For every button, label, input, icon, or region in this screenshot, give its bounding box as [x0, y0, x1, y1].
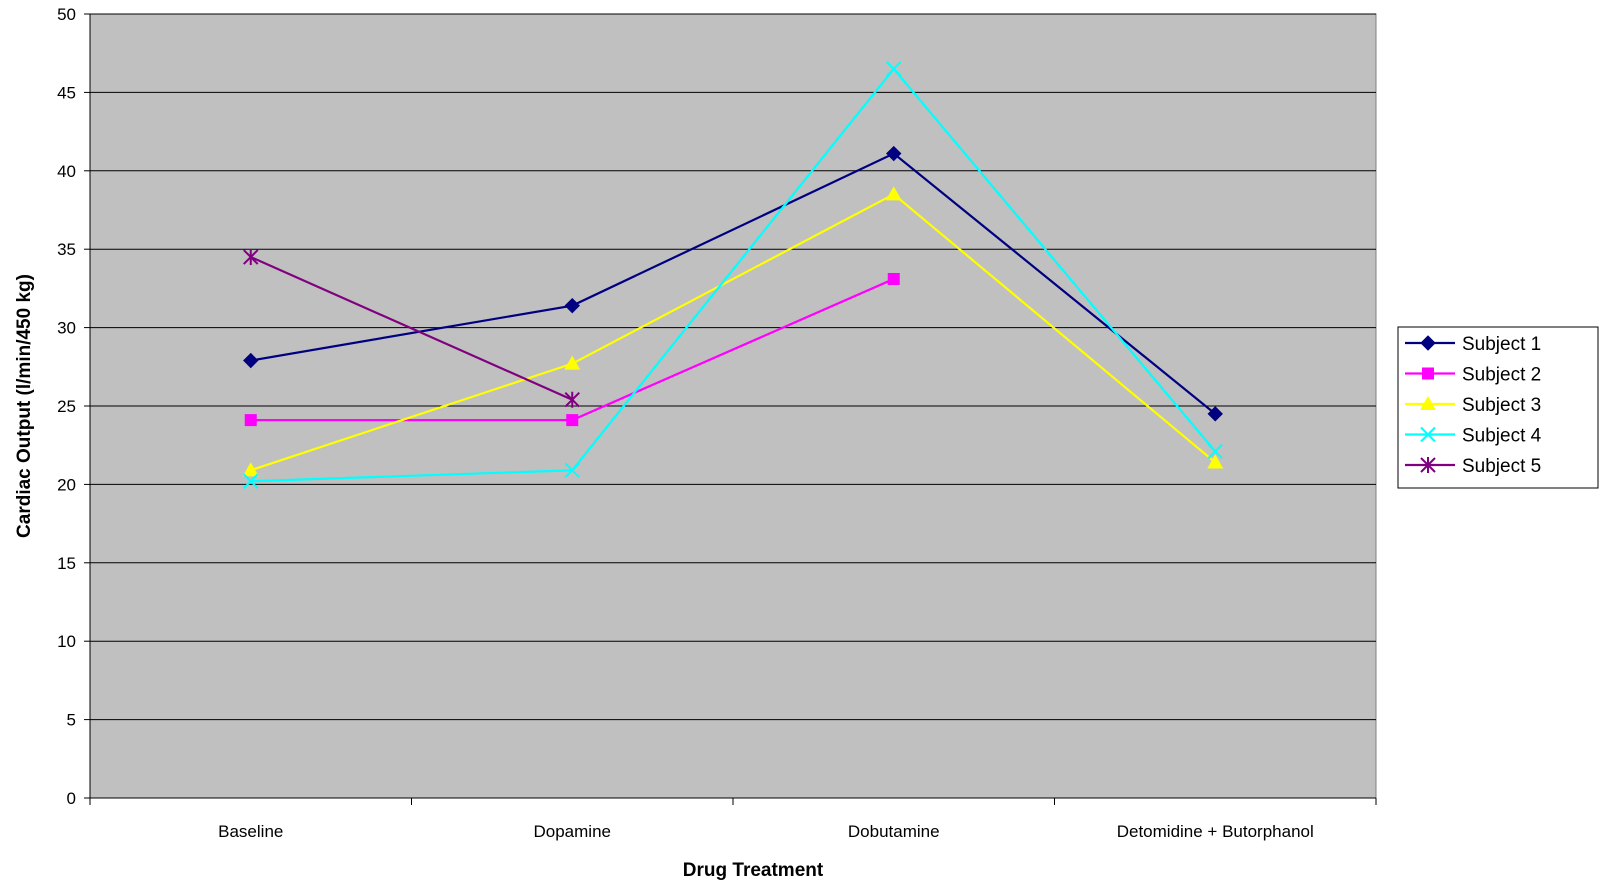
data-point-series-3 — [242, 462, 259, 477]
legend-label: Subject 2 — [1462, 365, 1541, 386]
data-point-series-3 — [1207, 454, 1224, 469]
y-axis-title: Cardiac Output (l/min/450 kg) — [14, 274, 35, 538]
y-tick-label: 20 — [57, 475, 76, 494]
legend-label: Subject 1 — [1462, 334, 1541, 355]
data-point-series-1 — [1207, 406, 1223, 422]
y-tick-label: 35 — [57, 240, 76, 259]
y-tick-label: 10 — [57, 632, 76, 651]
data-point-series-4 — [886, 61, 902, 77]
legend-marker — [1420, 335, 1436, 351]
data-point-series-1 — [886, 145, 902, 162]
data-point-series-4 — [1207, 443, 1223, 460]
x-tick-label: Detomidine + Butorphanol — [1117, 822, 1314, 841]
series-line-3 — [250, 193, 1216, 472]
legend-label: Subject 5 — [1462, 456, 1541, 477]
y-tick-label: 45 — [57, 83, 76, 102]
data-point-series-5 — [564, 391, 580, 408]
data-point-series-2 — [244, 414, 257, 427]
x-axis-title: Drug Treatment — [683, 860, 824, 881]
data-point-series-2 — [566, 414, 579, 427]
data-point-series-2 — [887, 272, 900, 285]
legend-marker — [1420, 426, 1436, 443]
data-point-series-1 — [564, 297, 580, 314]
x-tick-label: Baseline — [218, 822, 283, 841]
y-tick-label: 15 — [57, 554, 76, 573]
x-tick-label: Dopamine — [534, 822, 612, 841]
y-tick-label: 25 — [57, 397, 76, 416]
series-markers — [242, 61, 1224, 489]
gridlines — [90, 13, 1376, 721]
x-tick-label: Dobutamine — [848, 822, 940, 841]
data-point-series-3 — [885, 186, 902, 201]
y-tick-label: 5 — [67, 711, 76, 730]
y-tick-label: 40 — [57, 162, 76, 181]
data-point-series-4 — [564, 462, 580, 478]
legend: Subject 1 Subject 2 Subject 3 Subject 4 Subj… — [1397, 326, 1599, 489]
y-tick-label: 50 — [57, 5, 76, 24]
series-line-5 — [250, 256, 573, 401]
data-point-series-3 — [564, 355, 581, 370]
y-tick-label: 0 — [67, 789, 76, 808]
legend-label: Subject 4 — [1462, 426, 1542, 447]
data-point-series-1 — [243, 352, 259, 369]
legend-marker — [1422, 367, 1434, 380]
data-point-series-4 — [243, 473, 259, 489]
series-line-4 — [250, 67, 1217, 483]
data-point-series-5 — [243, 249, 259, 266]
series-line-1 — [250, 152, 1216, 415]
legend-marker — [1420, 457, 1436, 473]
y-tick-label: 30 — [57, 319, 76, 338]
legend-marker — [1420, 396, 1436, 410]
axes: 0 5 10 15 20 25 30 35 40 45 50 Baseline Dopamine Dobu… — [57, 5, 1377, 841]
legend-label: Subject 3 — [1462, 395, 1541, 416]
